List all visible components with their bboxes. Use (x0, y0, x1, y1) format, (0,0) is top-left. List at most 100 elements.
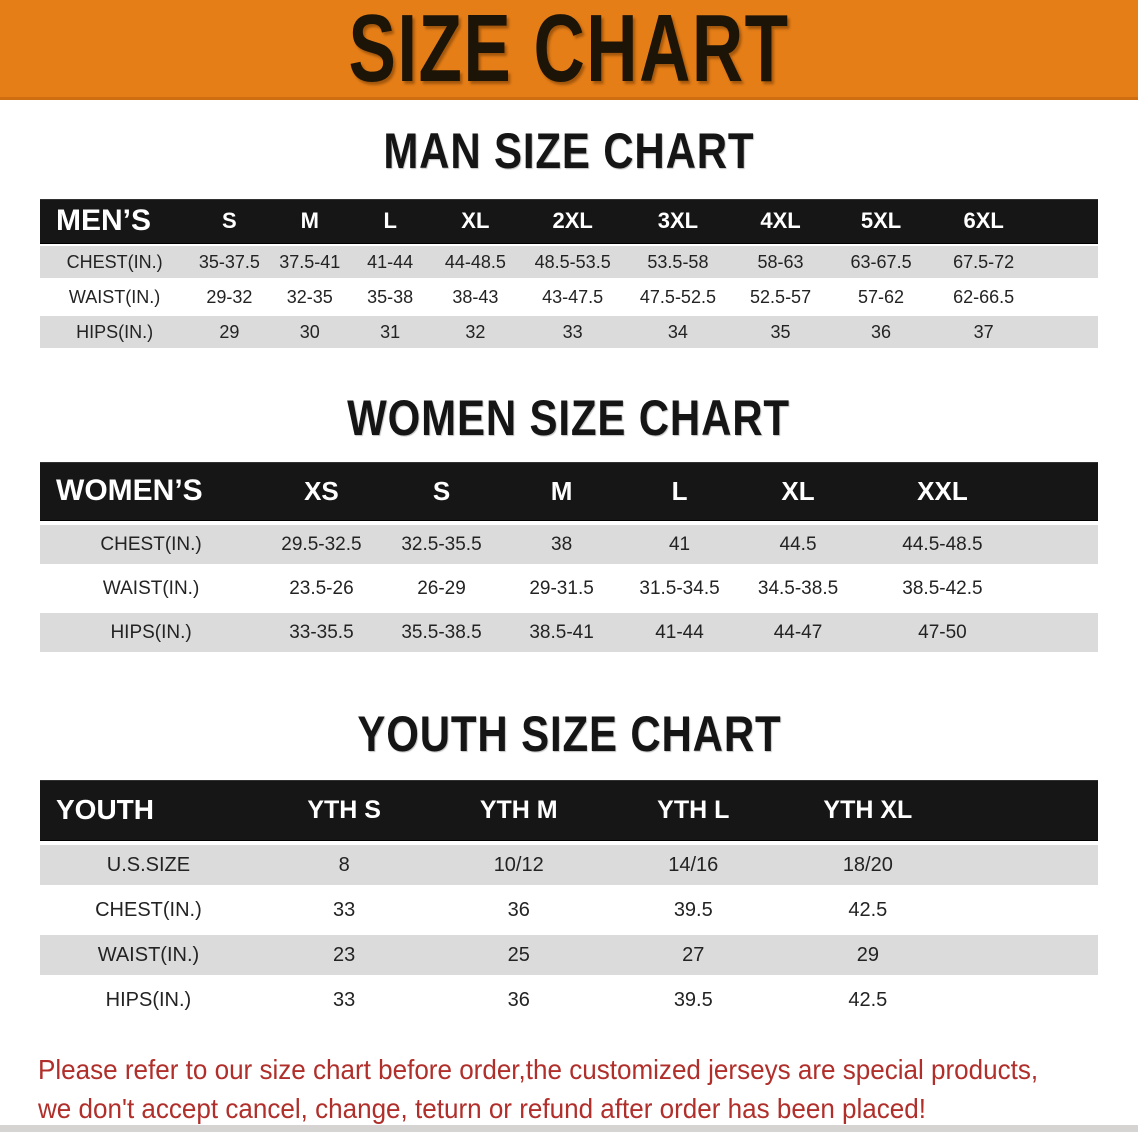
table-row: WAIST(IN.) 23.5-26 26-29 29-31.5 31.5-34… (40, 569, 1098, 608)
spacer-cell (1027, 613, 1098, 652)
table-row: CHEST(IN.) 35-37.5 37.5-41 41-44 44-48.5… (40, 246, 1098, 278)
column-header: M (502, 462, 621, 520)
size-value-cell: 52.5-57 (730, 281, 831, 313)
size-value-cell: 44-47 (738, 613, 858, 652)
size-value-cell: 39.5 (606, 980, 781, 1020)
column-header: 5XL (830, 199, 932, 243)
banner: SIZE CHART (0, 0, 1138, 100)
table-row: WAIST(IN.) 29-32 32-35 35-38 38-43 43-47… (40, 281, 1098, 313)
size-value-cell: 33 (256, 980, 432, 1020)
size-value-cell: 63-67.5 (830, 246, 932, 278)
size-value-cell: 58-63 (730, 246, 831, 278)
size-value-cell: 18/20 (780, 845, 956, 885)
size-value-cell: 35 (730, 316, 831, 348)
column-header: XL (738, 462, 858, 520)
column-header: L (349, 199, 431, 243)
disclaimer-line-2: we don't accept cancel, change, teturn o… (38, 1092, 927, 1124)
column-header: L (620, 462, 739, 520)
size-value-cell: 37.5-41 (269, 246, 350, 278)
size-value-cell: 29.5-32.5 (262, 525, 381, 564)
column-header: XXL (857, 462, 1028, 520)
size-value-cell: 43-47.5 (520, 281, 626, 313)
size-value-cell: 34 (625, 316, 731, 348)
size-value-cell: 25 (431, 935, 606, 975)
spacer-cell (955, 890, 1098, 930)
size-value-cell: 36 (431, 890, 606, 930)
column-header: M (269, 199, 350, 243)
spacer-cell (1027, 569, 1098, 608)
youth-header-row: YOUTH YTH S YTH M YTH L YTH XL (40, 780, 1098, 840)
size-value-cell: 26-29 (380, 569, 503, 608)
men-header-row: MEN’S S M L XL 2XL 3XL 4XL 5XL 6XL (40, 199, 1098, 243)
table-row: CHEST(IN.) 29.5-32.5 32.5-35.5 38 41 44.… (40, 525, 1098, 564)
size-value-cell: 30 (269, 316, 350, 348)
size-value-cell: 35-37.5 (189, 246, 270, 278)
row-label: CHEST(IN.) (40, 246, 190, 278)
spacer-cell (1035, 199, 1098, 243)
size-value-cell: 38 (502, 525, 621, 564)
table-row: U.S.SIZE 8 10/12 14/16 18/20 (40, 845, 1098, 885)
size-value-cell: 38.5-42.5 (857, 569, 1028, 608)
size-value-cell: 47.5-52.5 (625, 281, 731, 313)
table-row: HIPS(IN.) 29 30 31 32 33 34 35 36 37 (40, 316, 1098, 348)
women-corner-label: WOMEN’S (40, 462, 263, 520)
size-value-cell: 14/16 (606, 845, 781, 885)
youth-size-table: YOUTH YTH S YTH M YTH L YTH XL U.S.SIZE … (40, 775, 1098, 1025)
column-header: XL (430, 199, 521, 243)
table-row: HIPS(IN.) 33-35.5 35.5-38.5 38.5-41 41-4… (40, 613, 1098, 652)
row-label: WAIST(IN.) (40, 281, 190, 313)
women-size-table: WOMEN’S XS S M L XL XXL CHEST(IN.) 29.5-… (40, 457, 1098, 657)
column-header: 4XL (730, 199, 831, 243)
size-value-cell: 32.5-35.5 (380, 525, 503, 564)
size-value-cell: 27 (606, 935, 781, 975)
youth-corner-label: YOUTH (40, 780, 257, 840)
size-value-cell: 48.5-53.5 (520, 246, 626, 278)
row-label: CHEST(IN.) (40, 525, 263, 564)
column-header: 3XL (625, 199, 731, 243)
row-label: HIPS(IN.) (40, 316, 190, 348)
table-row: WAIST(IN.) 23 25 27 29 (40, 935, 1098, 975)
size-value-cell: 38-43 (430, 281, 521, 313)
size-value-cell: 31 (349, 316, 431, 348)
spacer-cell (955, 845, 1098, 885)
size-value-cell: 33-35.5 (262, 613, 381, 652)
size-value-cell: 53.5-58 (625, 246, 731, 278)
size-value-cell: 36 (431, 980, 606, 1020)
table-row: HIPS(IN.) 33 36 39.5 42.5 (40, 980, 1098, 1020)
row-label: HIPS(IN.) (40, 980, 257, 1020)
size-value-cell: 35.5-38.5 (380, 613, 503, 652)
size-value-cell: 67.5-72 (931, 246, 1036, 278)
size-value-cell: 31.5-34.5 (620, 569, 739, 608)
women-header-row: WOMEN’S XS S M L XL XXL (40, 462, 1098, 520)
size-value-cell: 36 (830, 316, 932, 348)
column-header: XS (262, 462, 381, 520)
bottom-edge-strip (0, 1125, 1138, 1132)
size-value-cell: 44.5 (738, 525, 858, 564)
size-value-cell: 39.5 (606, 890, 781, 930)
size-value-cell: 42.5 (780, 890, 956, 930)
men-section-heading: MAN SIZE CHART (0, 126, 1138, 176)
spacer-cell (1035, 316, 1098, 348)
row-label: CHEST(IN.) (40, 890, 257, 930)
size-value-cell: 62-66.5 (931, 281, 1036, 313)
size-value-cell: 35-38 (349, 281, 431, 313)
column-header: 6XL (931, 199, 1036, 243)
spacer-cell (1027, 525, 1098, 564)
size-value-cell: 8 (256, 845, 432, 885)
spacer-cell (955, 980, 1098, 1020)
women-heading-text: WOMEN SIZE CHART (347, 390, 791, 446)
column-header: S (189, 199, 270, 243)
size-value-cell: 29-31.5 (502, 569, 621, 608)
row-label: WAIST(IN.) (40, 569, 263, 608)
size-value-cell: 23.5-26 (262, 569, 381, 608)
size-value-cell: 23 (256, 935, 432, 975)
spacer-cell (1027, 462, 1098, 520)
size-value-cell: 10/12 (431, 845, 606, 885)
column-header: YTH S (256, 780, 432, 840)
column-header: YTH XL (780, 780, 956, 840)
men-size-table: MEN’S S M L XL 2XL 3XL 4XL 5XL 6XL CHEST… (40, 196, 1098, 351)
size-value-cell: 41-44 (349, 246, 431, 278)
size-value-cell: 29 (189, 316, 270, 348)
size-value-cell: 44.5-48.5 (857, 525, 1028, 564)
spacer-cell (1035, 281, 1098, 313)
